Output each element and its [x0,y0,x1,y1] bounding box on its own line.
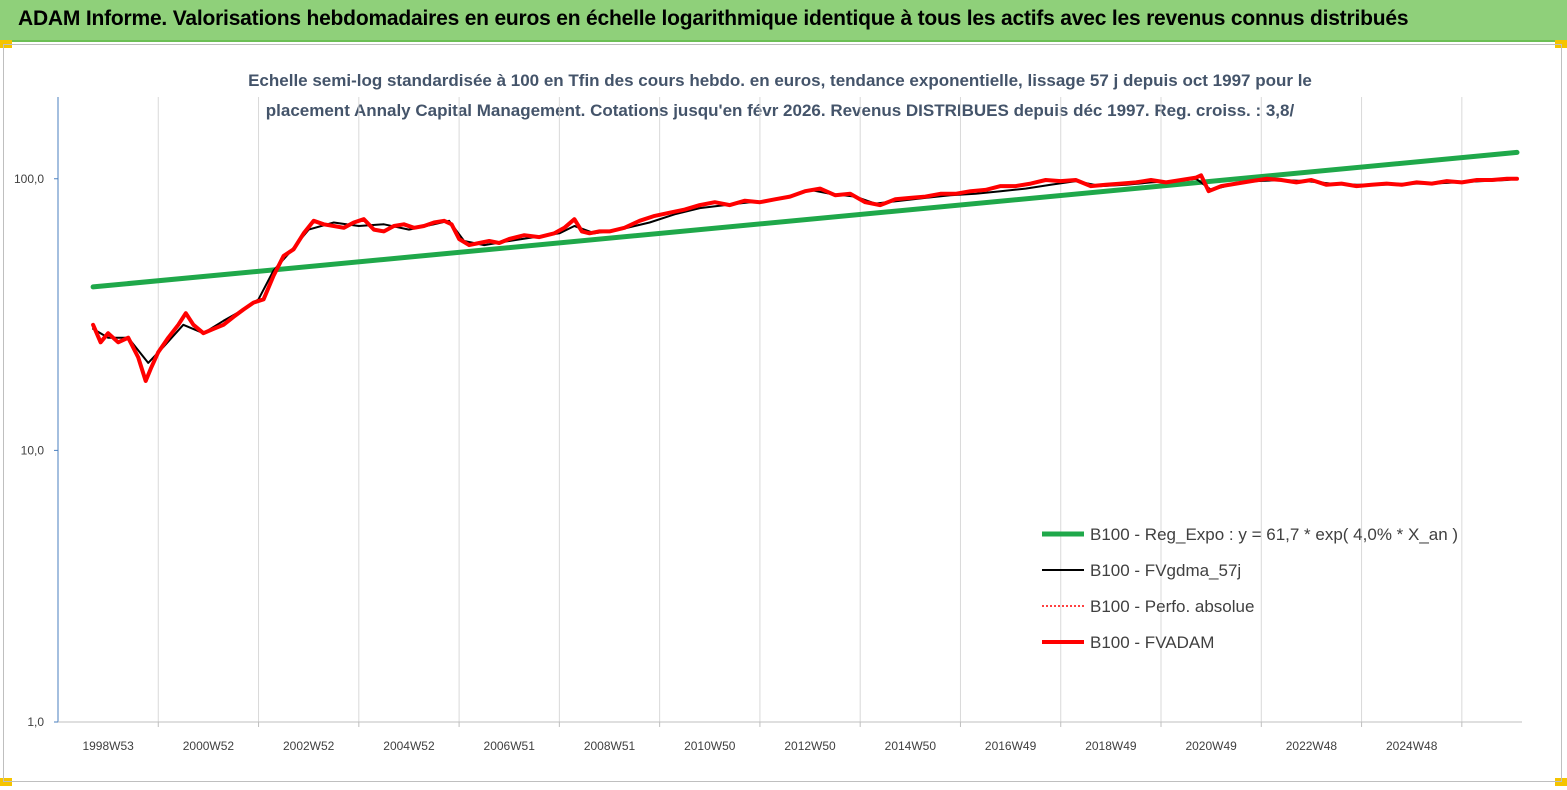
x-tick-label: 2020W49 [1185,739,1237,753]
legend-label: B100 - FVADAM [1090,633,1214,652]
x-tick-label: 2012W50 [784,739,836,753]
x-tick-label: 2006W51 [484,739,536,753]
corner-marker-bottom-left [0,778,12,786]
series-line-dotted-red [92,174,1518,382]
y-axis-ticks: 1,0 10,0 100,0 [14,172,58,729]
legend: B100 - Reg_Expo : y = 61,7 * exp( 4,0% *… [1042,525,1458,652]
chart-title-line-2: placement Annaly Capital Management. Cot… [266,101,1295,120]
corner-marker-bottom-right [1555,778,1567,786]
x-tick-label: 2008W51 [584,739,636,753]
x-tick-label: 2024W48 [1386,739,1438,753]
y-tick-label: 10,0 [21,443,45,457]
y-tick-label: 1,0 [27,715,44,729]
x-tick-label: 2014W50 [885,739,937,753]
series-line-thin-black [92,177,1518,364]
chart-frame [3,44,1562,782]
legend-label: B100 - Perfo. absolue [1090,597,1254,616]
x-tick-label: 2004W52 [383,739,435,753]
x-axis-ticks: 1998W53 2000W52 2002W52 2004W52 2006W51 2008W… [82,722,1463,753]
series-lines [90,149,1520,383]
x-tick-label: 2002W52 [283,739,335,753]
chart-title-line-1: Echelle semi-log standardisée à 100 en T… [248,71,1312,90]
banner-title: ADAM Informe. Valorisations hebdomadaire… [18,7,1409,30]
x-tick-label: 2000W52 [183,739,235,753]
x-tick-label: 2016W49 [985,739,1037,753]
x-tick-label: 1998W53 [82,739,134,753]
y-tick-label: 100,0 [14,172,44,186]
series-line-thick-green [90,149,1520,290]
x-tick-label: 2010W50 [684,739,736,753]
x-tick-label: 2018W49 [1085,739,1137,753]
report-banner: ADAM Informe. Valorisations hebdomadaire… [0,0,1567,42]
legend-label: B100 - FVgdma_57j [1090,561,1241,580]
x-tick-label: 2022W48 [1286,739,1338,753]
legend-label: B100 - Reg_Expo : y = 61,7 * exp( 4,0% *… [1090,525,1458,544]
series-line-thick-red [91,173,1519,383]
